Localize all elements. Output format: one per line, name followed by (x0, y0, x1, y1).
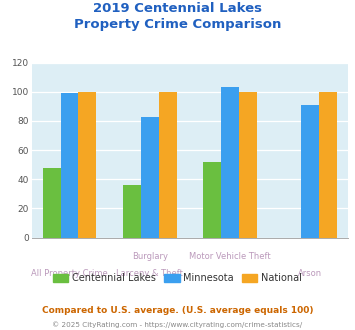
Bar (141, 116, 159, 238)
Bar (159, 92, 176, 238)
Bar (320, 92, 337, 238)
Bar (221, 87, 239, 238)
Bar (239, 92, 257, 238)
Text: Arson: Arson (298, 269, 322, 278)
Bar (123, 185, 141, 238)
Text: Compared to U.S. average. (U.S. average equals 100): Compared to U.S. average. (U.S. average … (42, 306, 313, 315)
Bar (78, 92, 96, 238)
Bar (203, 162, 221, 238)
Text: Burglary: Burglary (132, 252, 168, 261)
Bar (60, 93, 78, 238)
Text: All Property Crime: All Property Crime (31, 269, 108, 278)
Text: 2019 Centennial Lakes: 2019 Centennial Lakes (93, 2, 262, 15)
Bar (301, 105, 320, 238)
Legend: Centennial Lakes, Minnesota, National: Centennial Lakes, Minnesota, National (49, 269, 306, 287)
Text: Property Crime Comparison: Property Crime Comparison (74, 18, 281, 31)
Text: Motor Vehicle Theft: Motor Vehicle Theft (189, 252, 271, 261)
Bar (43, 168, 60, 238)
Text: © 2025 CityRating.com - https://www.cityrating.com/crime-statistics/: © 2025 CityRating.com - https://www.city… (53, 322, 302, 328)
Text: Larceny & Theft: Larceny & Theft (116, 269, 183, 278)
